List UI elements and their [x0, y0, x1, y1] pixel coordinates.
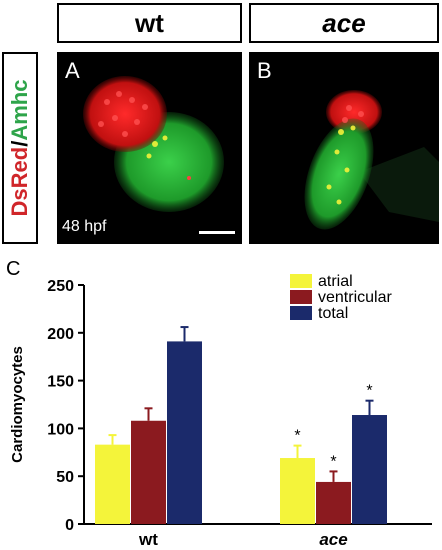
bar: [167, 341, 202, 524]
legend-label: total: [318, 305, 348, 322]
y-tick-label: 50: [56, 469, 74, 486]
bar: [95, 444, 130, 524]
header-wt: wt: [57, 3, 242, 43]
significance-mark: *: [294, 428, 300, 445]
y-tick-label: 200: [47, 326, 74, 343]
stain-label-dsred: DsRed: [7, 146, 32, 217]
stain-label: DsRed/Amhc: [7, 80, 33, 217]
legend-swatch: [290, 274, 312, 288]
stain-label-amhc: Amhc: [7, 79, 32, 141]
cardiomyocyte-bar-chart: 0 50 100 150 200 250 Cardiomyocytes wt * * * ace atr…: [9, 273, 432, 549]
stage-label: 48 hpf: [62, 218, 107, 235]
y-tick-label: 250: [47, 278, 74, 295]
y-tick-label: 0: [65, 517, 74, 534]
header-ace: ace: [249, 3, 439, 43]
legend-swatch: [290, 306, 312, 320]
y-tick-label: 150: [47, 374, 74, 391]
y-tick-label: 100: [47, 421, 74, 438]
bar: [280, 458, 315, 524]
bar: [131, 420, 166, 524]
x-category-label: ace: [319, 530, 347, 549]
significance-mark: *: [366, 383, 372, 400]
micrograph-wt: A 48 hpf: [57, 52, 242, 244]
panel-letter-c: C: [6, 258, 21, 280]
chart-plot-area: 0 50 100 150 200 250 Cardiomyocytes wt * * * ace atr…: [9, 273, 432, 549]
micrograph-ace-image: [304, 90, 439, 230]
y-axis-label: Cardiomyocytes: [9, 346, 26, 463]
scale-bar: [199, 231, 235, 234]
significance-mark: *: [330, 453, 336, 470]
legend-label: ventricular: [318, 289, 392, 306]
panel-letter-a: A: [65, 58, 80, 83]
legend-swatch: [290, 290, 312, 304]
bar: [352, 415, 387, 524]
stain-label-separator: /: [7, 140, 32, 147]
legend-label: atrial: [318, 273, 353, 290]
x-category-label: wt: [138, 530, 158, 549]
header-ace-text: ace: [322, 7, 366, 38]
panel-letter-b: B: [257, 58, 272, 83]
stain-label-box: DsRed/Amhc: [2, 52, 38, 244]
bar: [316, 481, 351, 524]
header-wt-text: wt: [135, 7, 164, 38]
micrograph-wt-image: [83, 76, 224, 212]
micrograph-ace: B: [249, 52, 439, 244]
